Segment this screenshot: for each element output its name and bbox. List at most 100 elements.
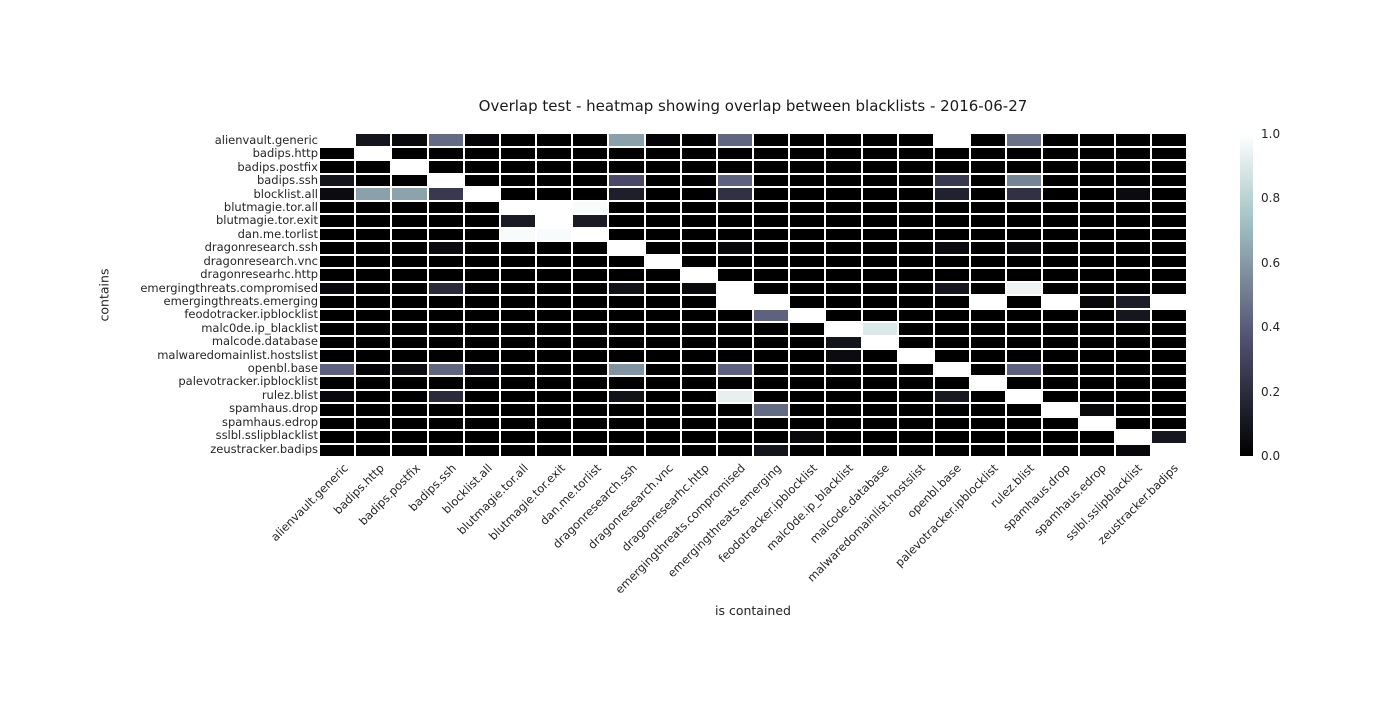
heatmap-cell <box>1115 431 1150 443</box>
heatmap-cell <box>645 134 680 146</box>
heatmap-cell <box>500 296 535 308</box>
heatmap-cell <box>392 431 427 443</box>
heatmap-cell <box>464 417 499 429</box>
heatmap-cell <box>898 201 933 213</box>
heatmap-cell <box>971 269 1006 281</box>
heatmap-cell <box>1115 350 1150 362</box>
heatmap-cell <box>1151 255 1186 267</box>
heatmap-cell <box>1043 323 1078 335</box>
heatmap-cell <box>464 323 499 335</box>
heatmap-cell <box>500 417 535 429</box>
heatmap-cell <box>392 147 427 159</box>
heatmap-cell <box>862 309 897 321</box>
heatmap-cell <box>898 417 933 429</box>
heatmap-cell <box>1115 296 1150 308</box>
heatmap-cell <box>428 390 463 402</box>
heatmap-cell <box>898 134 933 146</box>
heatmap-grid <box>320 134 1186 456</box>
heatmap-cell <box>356 309 391 321</box>
heatmap-cell <box>826 431 861 443</box>
heatmap-cell <box>1079 431 1114 443</box>
heatmap-cell <box>609 377 644 389</box>
heatmap-cell <box>573 228 608 240</box>
heatmap-cell <box>609 431 644 443</box>
heatmap-cell <box>609 255 644 267</box>
heatmap-cell <box>826 323 861 335</box>
heatmap-cell <box>971 377 1006 389</box>
heatmap-cell <box>898 174 933 186</box>
heatmap-cell <box>826 417 861 429</box>
heatmap-cell <box>717 390 752 402</box>
heatmap-cell <box>1007 282 1042 294</box>
heatmap-cell <box>1007 336 1042 348</box>
heatmap-cell <box>754 228 789 240</box>
heatmap-cell <box>392 161 427 173</box>
heatmap-cell <box>862 174 897 186</box>
heatmap-cell <box>717 147 752 159</box>
heatmap-cell <box>464 201 499 213</box>
heatmap-cell <box>1007 350 1042 362</box>
heatmap-cell <box>537 201 572 213</box>
heatmap-cell <box>428 350 463 362</box>
heatmap-cell <box>681 431 716 443</box>
heatmap-cell <box>1007 228 1042 240</box>
heatmap-cell <box>1151 188 1186 200</box>
y-tick-label: blocklist.all <box>253 186 319 201</box>
heatmap-cell <box>1115 336 1150 348</box>
heatmap-cell <box>790 296 825 308</box>
heatmap-cell <box>754 242 789 254</box>
heatmap-cell <box>320 363 355 375</box>
heatmap-cell <box>320 255 355 267</box>
heatmap-cell <box>862 134 897 146</box>
heatmap-cell <box>537 215 572 227</box>
heatmap-cell <box>1007 377 1042 389</box>
heatmap-cell <box>1043 390 1078 402</box>
heatmap-cell <box>392 323 427 335</box>
heatmap-cell <box>862 417 897 429</box>
heatmap-cell <box>681 255 716 267</box>
heatmap-cell <box>356 296 391 308</box>
heatmap-cell <box>1007 444 1042 456</box>
heatmap-cell <box>717 255 752 267</box>
heatmap-cell <box>537 363 572 375</box>
heatmap-cell <box>500 269 535 281</box>
y-tick-label: rulez.blist <box>261 387 318 402</box>
heatmap-cell <box>645 255 680 267</box>
heatmap-cell <box>1079 350 1114 362</box>
heatmap-cell <box>1151 377 1186 389</box>
heatmap-cell <box>1151 242 1186 254</box>
heatmap-cell <box>1115 269 1150 281</box>
heatmap-cell <box>898 215 933 227</box>
heatmap-cell <box>320 390 355 402</box>
heatmap-cell <box>428 323 463 335</box>
heatmap-cell <box>320 161 355 173</box>
y-tick-label: sslbl.sslipblacklist <box>215 428 318 443</box>
y-tick-label: emergingthreats.compromised <box>140 280 318 295</box>
heatmap-cell <box>537 147 572 159</box>
heatmap-cell <box>1115 228 1150 240</box>
heatmap-cell <box>356 242 391 254</box>
heatmap-cell <box>790 404 825 416</box>
heatmap-cell <box>464 350 499 362</box>
heatmap-cell <box>790 377 825 389</box>
heatmap-cell <box>500 215 535 227</box>
heatmap-cell <box>609 282 644 294</box>
heatmap-cell <box>1115 417 1150 429</box>
heatmap-cell <box>464 269 499 281</box>
heatmap-cell <box>609 404 644 416</box>
heatmap-cell <box>428 336 463 348</box>
heatmap-cell <box>1043 215 1078 227</box>
heatmap-cell <box>320 444 355 456</box>
heatmap-cell <box>1079 363 1114 375</box>
heatmap-cell <box>645 363 680 375</box>
heatmap-cell <box>1151 147 1186 159</box>
heatmap-cell <box>464 161 499 173</box>
heatmap-cell <box>971 255 1006 267</box>
heatmap-cell <box>428 161 463 173</box>
heatmap-cell <box>573 377 608 389</box>
heatmap-cell <box>1151 417 1186 429</box>
heatmap-cell <box>1043 417 1078 429</box>
heatmap-cell <box>428 228 463 240</box>
heatmap-cell <box>934 444 969 456</box>
heatmap-cell <box>320 336 355 348</box>
